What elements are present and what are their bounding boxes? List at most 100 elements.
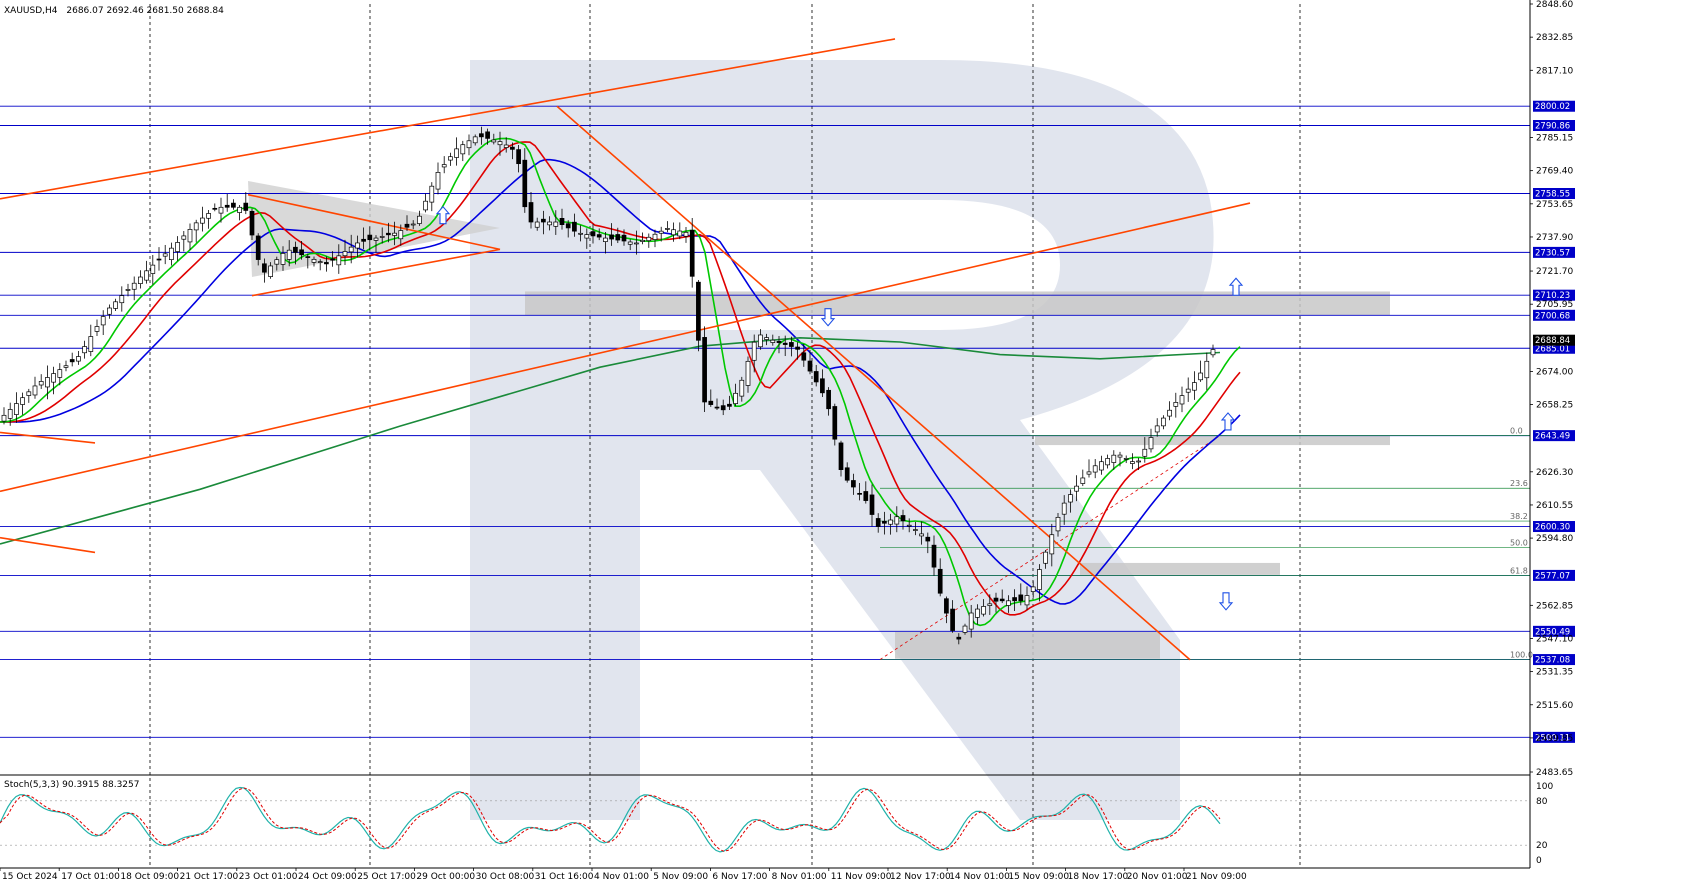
candle — [355, 235, 360, 258]
candle — [1123, 455, 1129, 464]
candle — [1111, 450, 1117, 470]
candle — [993, 592, 999, 613]
fibonacci-levels: 0.0 23.6 38.2 50.0 61.8 100.0 — [879, 427, 1533, 660]
arrow-up-icon — [1220, 412, 1236, 431]
price-tick-label: 2737.90 — [1536, 233, 1573, 243]
candle — [702, 326, 707, 412]
candle — [255, 233, 261, 266]
candle — [1204, 352, 1210, 391]
level-tag-1 — [1533, 120, 1575, 132]
candle — [510, 142, 515, 160]
candle — [392, 221, 397, 246]
candle — [1185, 377, 1191, 402]
candle — [1061, 495, 1067, 525]
candle — [1055, 513, 1061, 537]
candle — [330, 251, 335, 267]
candle — [100, 310, 106, 336]
time-tick-label: 29 Oct 00:00 — [416, 872, 475, 882]
time-tick-label: 14 Nov 01:00 — [949, 872, 1010, 882]
candle — [863, 481, 869, 504]
candle — [361, 227, 366, 250]
watermark-logo — [470, 60, 1214, 820]
time-tick-label: 20 Nov 01:00 — [1127, 872, 1188, 882]
candle — [981, 599, 986, 617]
level-tag-text-0: 2800.02 — [1535, 102, 1570, 112]
candle — [224, 194, 230, 212]
trend-line-0 — [0, 38, 896, 200]
candle — [286, 240, 292, 267]
candle — [677, 222, 683, 240]
candle — [435, 162, 441, 195]
time-tick-label: 15 Oct 2024 — [2, 872, 58, 882]
candle — [193, 219, 199, 243]
time-tick-label: 8 Nov 01:00 — [772, 872, 827, 882]
time-tick-label: 25 Oct 17:00 — [357, 872, 416, 882]
candle — [522, 148, 528, 213]
candle — [733, 383, 738, 406]
candle — [311, 256, 317, 267]
candle — [243, 192, 249, 215]
fib-label-3: 50.0 — [1510, 539, 1528, 548]
candle — [113, 298, 118, 312]
candle — [689, 218, 695, 288]
candle — [931, 535, 937, 576]
candle — [51, 366, 56, 395]
candle — [367, 226, 373, 251]
candle — [249, 208, 255, 241]
candle — [63, 360, 69, 372]
candle — [925, 532, 931, 554]
candle — [181, 230, 187, 252]
candle — [534, 217, 540, 231]
candle — [801, 344, 807, 367]
candle — [1179, 386, 1185, 413]
candle — [559, 208, 565, 230]
candle — [156, 247, 162, 271]
level-tag-4 — [1533, 289, 1575, 301]
time-tick-label: 15 Nov 09:00 — [1008, 872, 1069, 882]
zone-3 — [895, 631, 1160, 659]
level-tag-0 — [1533, 100, 1575, 112]
time-tick-label: 21 Nov 09:00 — [1186, 872, 1247, 882]
price-tick-label: 2594.80 — [1536, 534, 1573, 544]
candle — [603, 231, 608, 254]
time-tick-label: 24 Oct 09:00 — [298, 872, 357, 882]
symbol-label: XAUUSD,H4 — [4, 6, 58, 16]
candle — [1030, 581, 1036, 598]
candle — [857, 482, 862, 501]
candle — [807, 349, 813, 375]
candle — [1012, 589, 1017, 612]
candle — [1068, 489, 1073, 513]
level-tag-8 — [1533, 521, 1575, 533]
level-tag-11 — [1533, 654, 1575, 666]
candle — [280, 246, 286, 271]
fib-base-line — [879, 435, 1221, 660]
candle — [944, 596, 949, 624]
price-tick-label: 2658.25 — [1536, 401, 1573, 411]
candle — [218, 197, 224, 223]
candle — [820, 369, 825, 398]
candle — [1086, 459, 1092, 478]
price-tick-label: 2547.10 — [1536, 634, 1573, 644]
fib-label-2: 38.2 — [1510, 512, 1528, 521]
level-tag-text-12: 2500.11 — [1535, 733, 1570, 743]
time-tick-label: 12 Nov 17:00 — [890, 872, 951, 882]
time-tick-label: 30 Oct 08:00 — [476, 872, 535, 882]
candle — [813, 364, 819, 387]
candle — [1136, 458, 1141, 471]
price-tick-label: 2721.70 — [1536, 267, 1573, 277]
fib-label-1: 23.6 — [1510, 479, 1528, 488]
arrow-down-icon — [820, 308, 836, 327]
candle — [45, 365, 50, 400]
candle — [832, 403, 838, 446]
candle — [262, 258, 267, 283]
level-tag-text-9: 2577.07 — [1535, 571, 1570, 581]
candle — [305, 253, 311, 269]
candle — [268, 262, 273, 279]
candle — [348, 234, 354, 264]
level-tag-2 — [1533, 188, 1575, 200]
candle — [1092, 459, 1098, 479]
candle — [187, 223, 193, 251]
price-tick-label: 2674.00 — [1536, 367, 1573, 377]
candle — [776, 335, 782, 354]
